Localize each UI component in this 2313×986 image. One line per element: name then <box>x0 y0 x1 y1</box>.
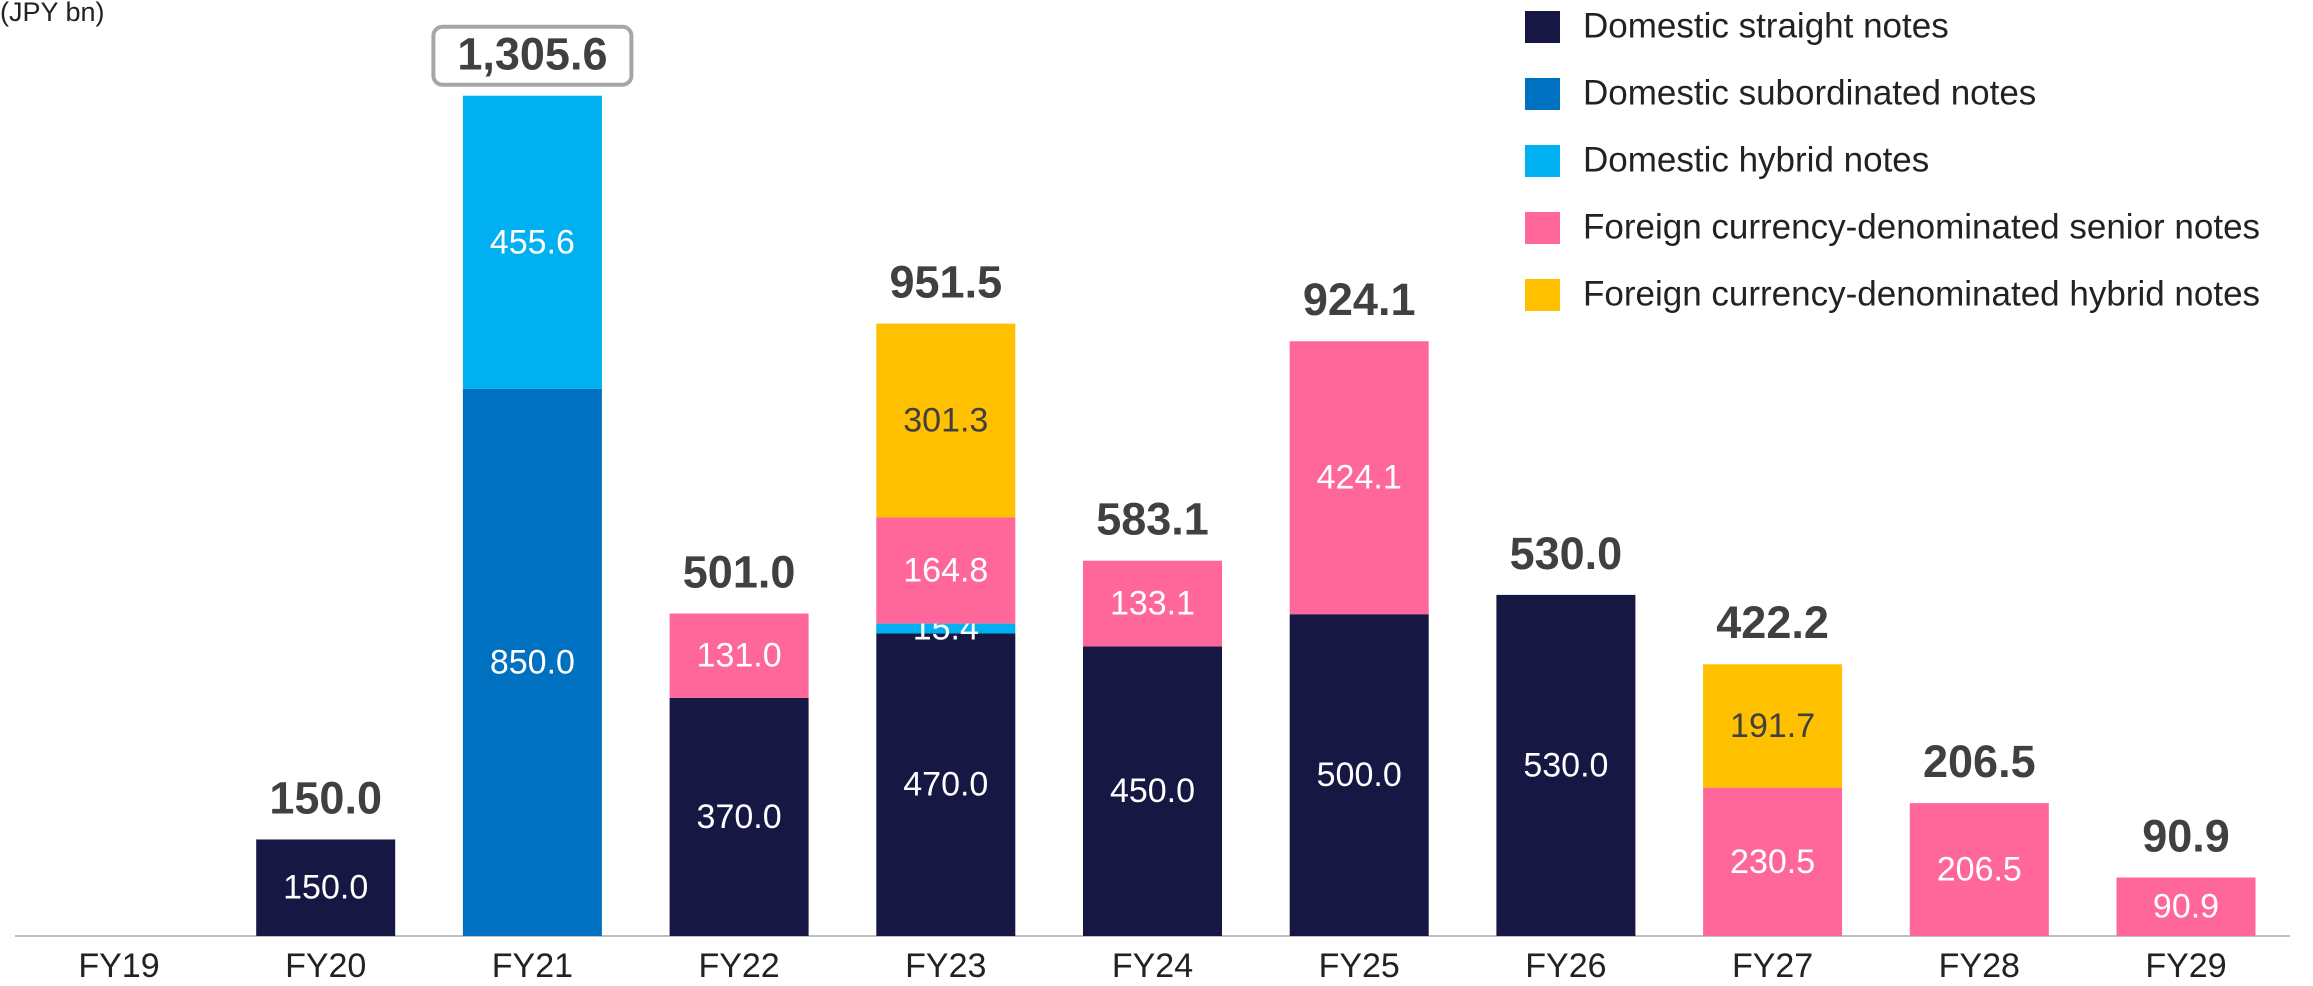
total-label: 206.5 <box>1923 736 2036 787</box>
total-highlight-box <box>431 24 634 87</box>
segment-label: 424.1 <box>1317 459 1402 497</box>
x-tick-label: FY20 <box>285 947 366 985</box>
segment-label: 164.8 <box>903 552 988 590</box>
bar-segment <box>1909 803 2049 936</box>
bar-segment <box>1703 664 1843 788</box>
bar-segment <box>462 388 602 936</box>
segment-label: 191.7 <box>1730 707 1815 745</box>
bar-segment <box>462 95 602 389</box>
bar-segment <box>256 839 396 936</box>
segment-label: 850.0 <box>490 643 575 681</box>
bar-segment <box>1083 646 1222 936</box>
segment-label: 131.0 <box>697 637 782 675</box>
legend-label: Domestic straight notes <box>1583 6 1949 45</box>
bar-segment <box>876 517 1016 624</box>
total-label: 583.1 <box>1096 494 1209 545</box>
x-tick-label: FY22 <box>698 947 779 985</box>
x-tick-label: FY25 <box>1319 947 1400 985</box>
segment-label: 150.0 <box>283 869 368 907</box>
segment-label: 455.6 <box>490 223 575 261</box>
bar-segment <box>1703 787 1843 936</box>
legend-swatch <box>1525 279 1560 311</box>
total-label: 924.1 <box>1303 274 1416 325</box>
bar-segment <box>876 633 1016 936</box>
bar-segment <box>669 613 809 698</box>
legend-label: Domestic hybrid notes <box>1583 140 1929 179</box>
segment-label: 500.0 <box>1317 756 1402 794</box>
legend-label: Foreign currency-denominated hybrid note… <box>1583 274 2260 313</box>
x-tick-label: FY19 <box>78 947 159 985</box>
total-label: 422.2 <box>1716 597 1829 648</box>
bar-segment <box>2116 877 2256 936</box>
x-tick-label: FY26 <box>1525 947 1606 985</box>
legend-swatch <box>1525 212 1560 244</box>
segment-label: 90.9 <box>2153 888 2219 926</box>
bar-segment <box>1083 560 1222 647</box>
x-tick-label: FY28 <box>1939 947 2020 985</box>
segment-label: 450.0 <box>1110 772 1195 810</box>
segment-label: 230.5 <box>1730 843 1815 881</box>
x-tick-label: FY21 <box>492 947 573 985</box>
legend-label: Domestic subordinated notes <box>1583 73 2036 112</box>
segment-label: 301.3 <box>903 402 988 440</box>
legend-swatch <box>1525 78 1560 110</box>
bar-segment <box>1289 341 1429 615</box>
segment-label: 133.1 <box>1110 585 1195 623</box>
unit-label: (JPY bn) <box>0 0 105 27</box>
total-label: 501.0 <box>683 546 796 597</box>
segment-label: 530.0 <box>1523 746 1608 784</box>
segment-label: 370.0 <box>697 798 782 836</box>
segment-label: 470.0 <box>903 766 988 804</box>
total-label: 90.9 <box>2142 810 2230 861</box>
segment-label: 206.5 <box>1937 851 2022 889</box>
total-label: 530.0 <box>1510 528 1623 579</box>
bar-segment <box>876 623 1016 634</box>
x-tick-label: FY23 <box>905 947 986 985</box>
legend-swatch <box>1525 11 1560 43</box>
total-label: 951.5 <box>889 257 1002 308</box>
x-tick-label: FY27 <box>1732 947 1813 985</box>
total-label: 1,305.6 <box>457 29 607 80</box>
legend-swatch <box>1525 145 1560 177</box>
total-label: 150.0 <box>269 772 382 823</box>
bar-segment <box>1289 614 1429 936</box>
x-tick-label: FY24 <box>1112 947 1193 985</box>
bar-segment <box>1496 594 1636 936</box>
bar-segment <box>669 697 809 936</box>
legend-label: Foreign currency-denominated senior note… <box>1583 207 2260 246</box>
x-tick-label: FY29 <box>2145 947 2226 985</box>
bar-segment <box>876 323 1016 518</box>
